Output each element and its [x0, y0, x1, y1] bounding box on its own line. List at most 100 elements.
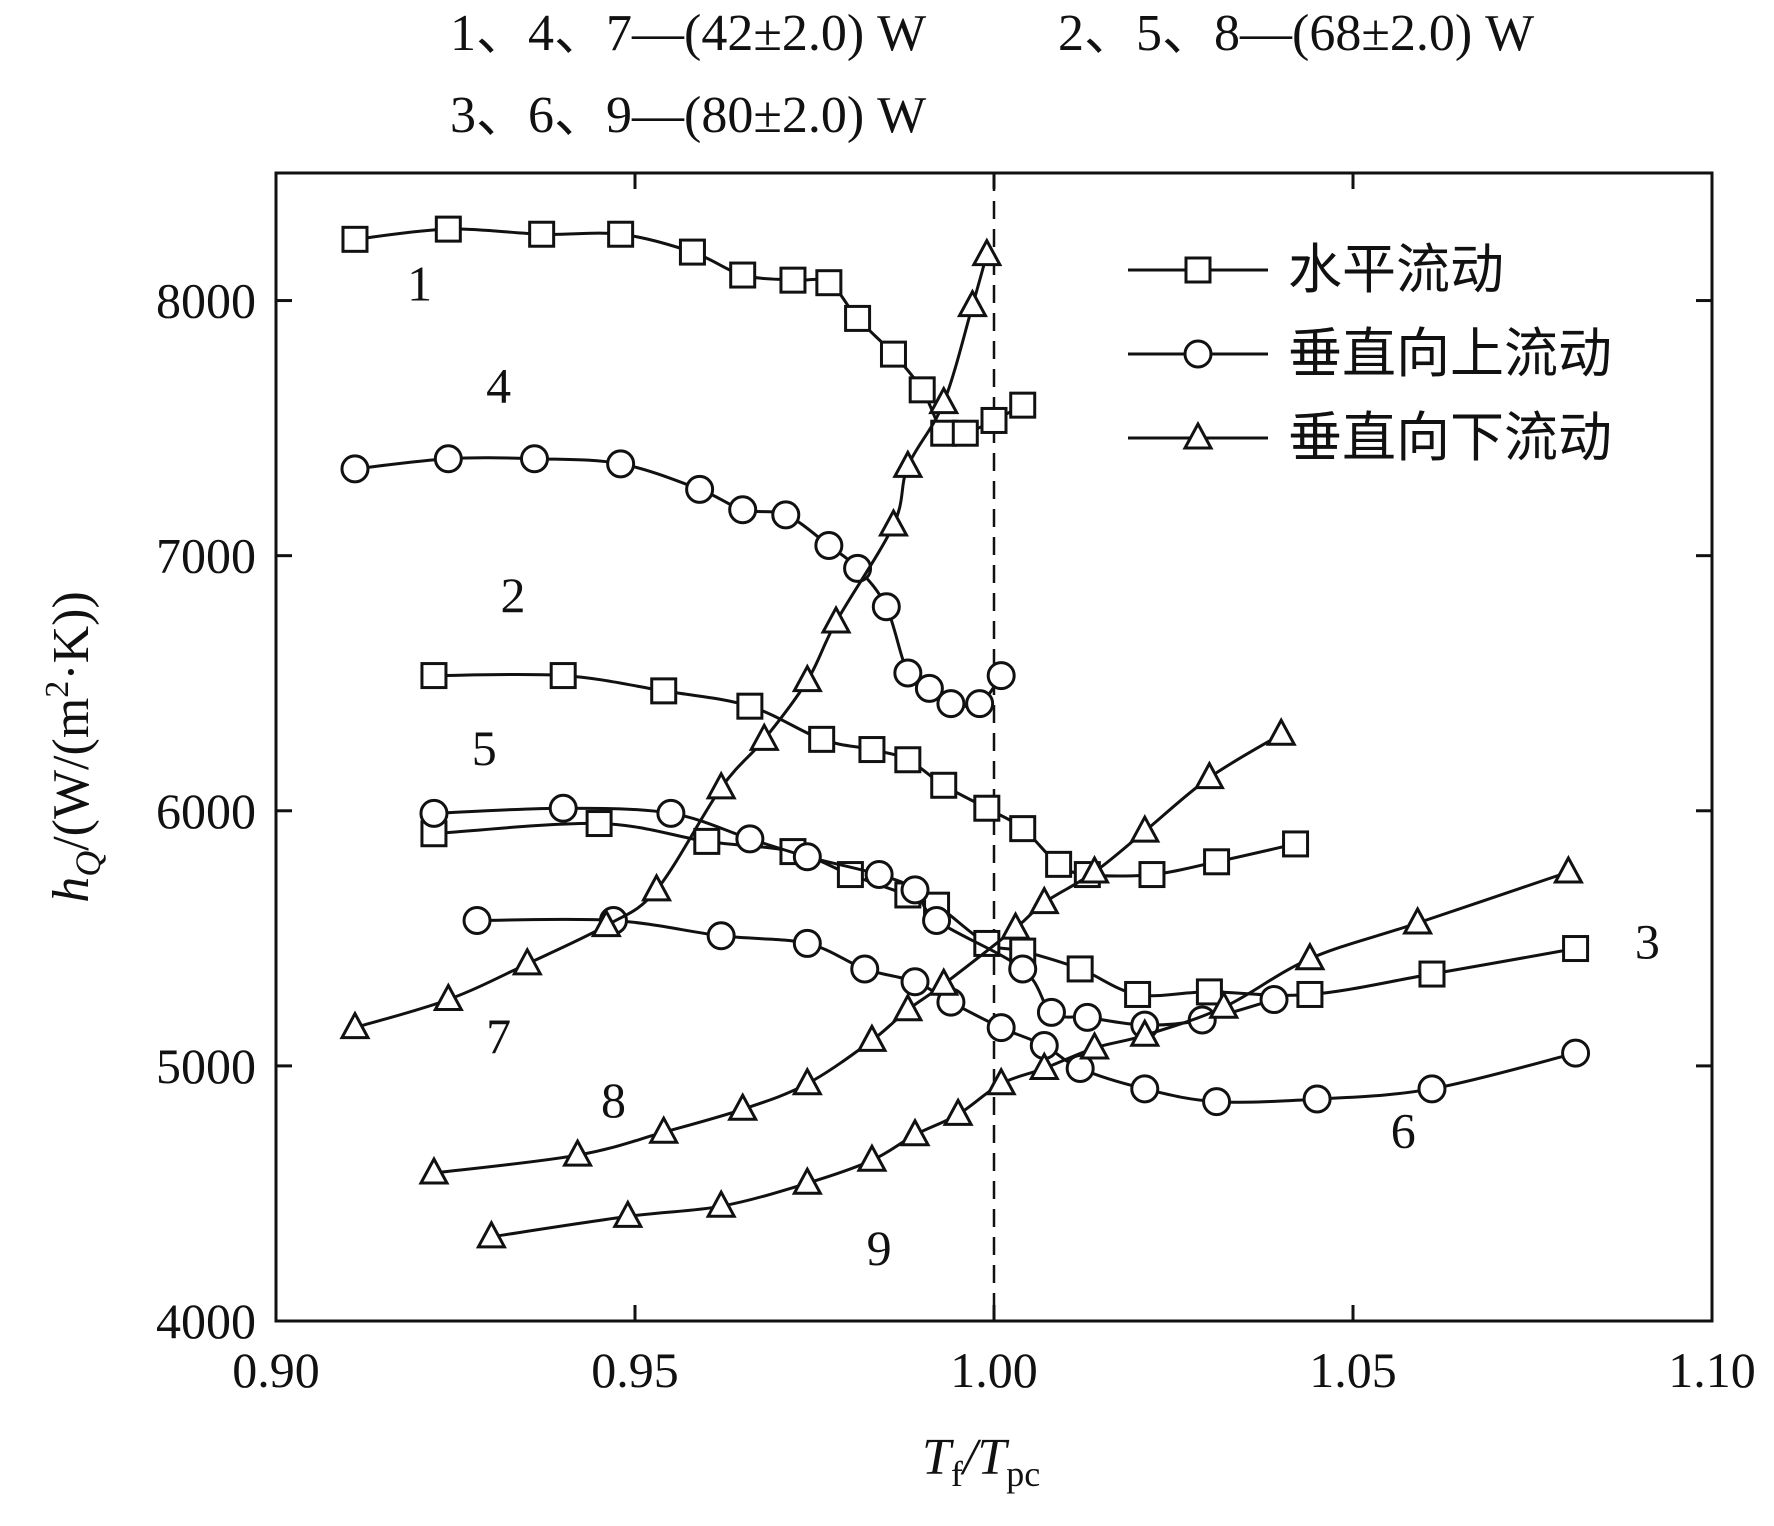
- series-5-point-1: [548, 793, 578, 823]
- series-2-point-6: [894, 746, 922, 774]
- series-2-line: [433, 672, 1296, 878]
- series-1-point-10: [908, 376, 936, 404]
- curve-label-3: 3: [1635, 914, 1660, 970]
- y-axis-label-main: h: [43, 877, 100, 903]
- series-6-point-4: [850, 954, 880, 984]
- series-3-point-11: [1195, 978, 1223, 1006]
- series-7-point-13: [971, 237, 1003, 267]
- series-6-point-5: [900, 967, 930, 997]
- series-1: [341, 215, 1037, 447]
- y-tick-label-4: 8000: [156, 273, 256, 329]
- curve-label-6: 6: [1391, 1103, 1416, 1159]
- series-4-point-12: [936, 689, 966, 719]
- series-9-point-13: [1402, 905, 1434, 935]
- series-9-point-10: [1129, 1018, 1161, 1047]
- curve-label-5: 5: [472, 720, 497, 776]
- series-group: [339, 215, 1591, 1249]
- series-6-point-13: [1417, 1074, 1447, 1104]
- series-6-point-11: [1202, 1087, 1232, 1117]
- y-tick-label-1: 5000: [156, 1038, 256, 1094]
- y-axis-label: hQ/(W/(m2·K)): [39, 591, 108, 903]
- y-tick-label-0: 4000: [156, 1293, 256, 1349]
- series-7-point-7: [791, 663, 823, 693]
- series-5-point-4: [792, 842, 822, 872]
- series-5-point-9: [1036, 997, 1066, 1027]
- x-axis-label-sub1: f: [951, 1454, 963, 1494]
- series-5-point-2: [656, 798, 686, 828]
- series-9-point-12: [1294, 941, 1326, 971]
- series-8: [418, 717, 1297, 1185]
- curve-label-2: 2: [500, 567, 525, 623]
- axis-ticks: 0.90 0.95 1.00 1.05 1.10 4000 5000 6000 7000 8000: [156, 173, 1756, 1398]
- series-4-point-13: [965, 689, 995, 719]
- series-4-point-11: [914, 673, 944, 703]
- series-2-point-12: [1138, 861, 1166, 889]
- series-7-point-1: [432, 982, 464, 1012]
- series-2-point-5: [858, 736, 886, 764]
- series-9: [475, 854, 1584, 1249]
- series-3-point-2: [693, 827, 721, 855]
- series-4-point-0: [340, 454, 370, 484]
- series-8-point-6: [892, 992, 924, 1022]
- condition-label-3: 3、6、9—(80±2.0) W: [450, 87, 926, 144]
- series-3-point-12: [1296, 980, 1324, 1008]
- series-6-point-2: [706, 921, 736, 951]
- series-9-point-14: [1552, 854, 1584, 884]
- y-axis-label-end: ·K)): [43, 591, 100, 681]
- curve-label-7: 7: [486, 1008, 511, 1064]
- series-8-point-3: [727, 1092, 759, 1121]
- series-8-point-5: [856, 1023, 888, 1052]
- x-axis-label-sub2: pc: [1006, 1454, 1040, 1494]
- series-9-point-9: [1079, 1030, 1111, 1060]
- series-3-point-1: [585, 810, 613, 838]
- series-4-point-7: [814, 530, 844, 560]
- series-9-point-3: [791, 1166, 823, 1195]
- curve-label-9: 9: [867, 1220, 892, 1276]
- series-4-point-1: [433, 444, 463, 474]
- legend-marker-1: [1183, 339, 1213, 369]
- curve-labels: 1 2 3 4 5 6 7 8 9: [407, 256, 1660, 1276]
- series-2-point-10: [1045, 850, 1073, 878]
- series-3-point-10: [1124, 980, 1152, 1008]
- legend-marker-2: [1182, 420, 1214, 450]
- series-2-point-9: [1009, 815, 1037, 843]
- series-1-point-4: [678, 238, 706, 266]
- series-2-point-13: [1203, 848, 1231, 876]
- x-tick-label-0: 0.90: [232, 1342, 320, 1398]
- series-7-point-8: [820, 604, 852, 634]
- series-9-point-7: [985, 1066, 1017, 1096]
- series-1-point-7: [815, 269, 843, 297]
- series-2-point-7: [930, 771, 958, 799]
- condition-label-1: 1、4、7—(42±2.0) W: [450, 5, 926, 62]
- series-1-point-13: [980, 406, 1008, 434]
- series-7-point-4: [641, 872, 673, 902]
- series-5-point-5: [864, 860, 894, 890]
- series-1-point-12: [951, 419, 979, 447]
- series-7-point-11: [928, 385, 960, 415]
- x-axis-label-sep: /T: [960, 1429, 1009, 1486]
- series-5-point-10: [1072, 1002, 1102, 1032]
- series-6-point-14: [1561, 1038, 1591, 1068]
- series-2-point-1: [549, 662, 577, 690]
- series-5-point-13: [1259, 985, 1289, 1015]
- legend-item-2: 垂直向下流动: [1128, 406, 1612, 469]
- series-8-point-2: [648, 1115, 680, 1144]
- series-6-point-7: [986, 1013, 1016, 1043]
- series-5-point-8: [1008, 954, 1038, 984]
- series-4-point-10: [893, 658, 923, 688]
- series-7-line: [354, 254, 989, 1030]
- series-3: [420, 810, 1590, 1008]
- condition-label-2: 2、5、8—(68±2.0) W: [1058, 5, 1534, 62]
- series-2-point-0: [420, 662, 448, 690]
- series-2-point-2: [650, 677, 678, 705]
- series-4-point-5: [728, 495, 758, 525]
- series-1-point-1: [434, 215, 462, 243]
- series-9-point-0: [475, 1219, 507, 1249]
- series-8-point-7: [928, 967, 960, 996]
- series-8-point-0: [418, 1155, 450, 1185]
- series-6: [462, 905, 1591, 1117]
- series-2-point-4: [808, 725, 836, 753]
- series-8-point-1: [562, 1138, 594, 1167]
- series-9-point-8: [1028, 1051, 1060, 1080]
